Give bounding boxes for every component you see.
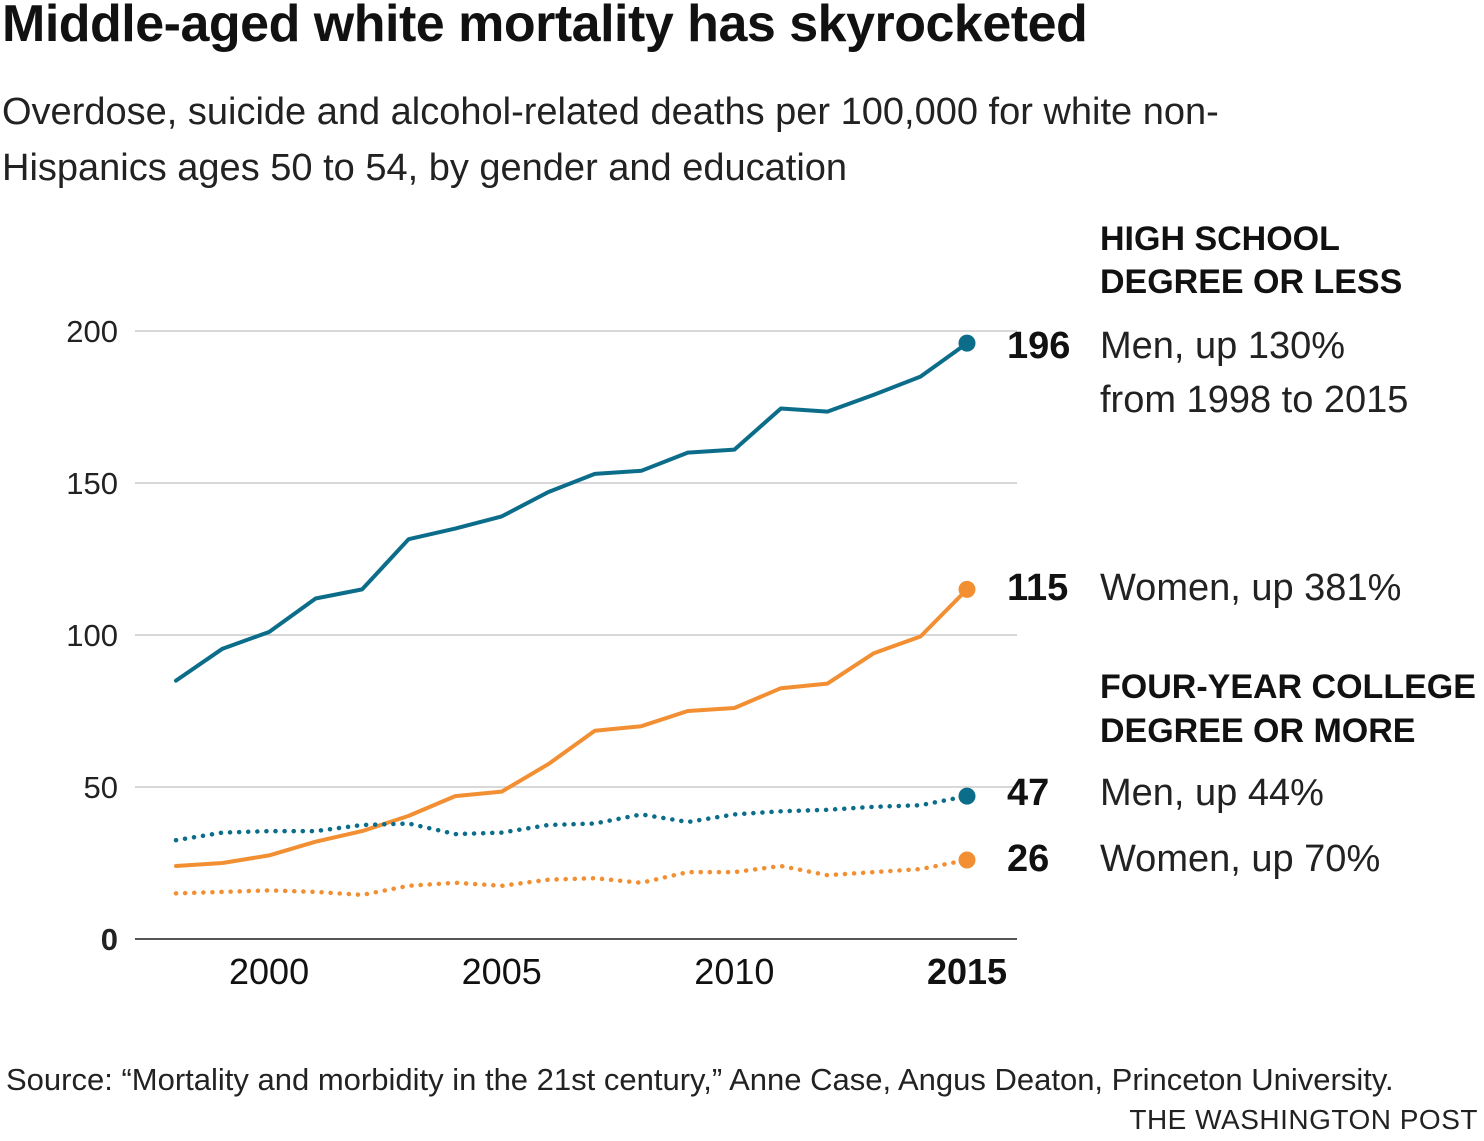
- publisher-credit: THE WASHINGTON POST: [1129, 1104, 1478, 1135]
- y-tick-label-200: 200: [66, 314, 118, 349]
- series-end-value-0: 196: [1007, 325, 1070, 367]
- x-tick-label-2005: 2005: [462, 951, 542, 992]
- series-line-1: [174, 587, 969, 868]
- source-note: Source: “Mortality and morbidity in the …: [6, 1062, 1394, 1097]
- group-label-0-line-1: DEGREE OR LESS: [1100, 263, 1402, 301]
- series-end-value-3: 26: [1007, 838, 1049, 880]
- series-end-value-2: 47: [1007, 772, 1049, 814]
- y-tick-label-100: 100: [66, 618, 118, 653]
- series-label-3-line-0: Women, up 70%: [1100, 838, 1380, 880]
- y-tick-label-150: 150: [66, 466, 118, 501]
- series-label-1-line-0: Women, up 381%: [1100, 567, 1401, 609]
- series-line-3: [173, 857, 970, 898]
- group-label-1-line-1: DEGREE OR MORE: [1100, 712, 1415, 750]
- series-end-value-1: 115: [1007, 567, 1068, 609]
- series-end-point-3: [958, 851, 976, 869]
- x-tick-label-2015: 2015: [927, 951, 1007, 992]
- chart-title: Middle-aged white mortality has skyrocke…: [2, 0, 1088, 53]
- y-tick-label-50: 50: [84, 770, 118, 805]
- group-label-1-line-0: FOUR-YEAR COLLEGE: [1100, 668, 1476, 706]
- x-tick-label-2000: 2000: [229, 951, 309, 992]
- series-line-0: [174, 341, 969, 683]
- group-label-0-line-0: HIGH SCHOOL: [1100, 220, 1340, 258]
- chart-subtitle: Overdose, suicide and alcohol-related de…: [2, 91, 1219, 189]
- y-tick-label-0: 0: [101, 922, 118, 957]
- series-end-point-0: [958, 334, 976, 352]
- series-label-2-line-0: Men, up 44%: [1100, 772, 1324, 814]
- series-end-point-2: [958, 787, 976, 805]
- series-label-0-line-0: Men, up 130%: [1100, 325, 1345, 367]
- series-end-point-1: [958, 580, 976, 598]
- x-tick-label-2010: 2010: [694, 951, 774, 992]
- series-label-0-line-1: from 1998 to 2015: [1100, 379, 1408, 421]
- series-line-2: [173, 793, 970, 843]
